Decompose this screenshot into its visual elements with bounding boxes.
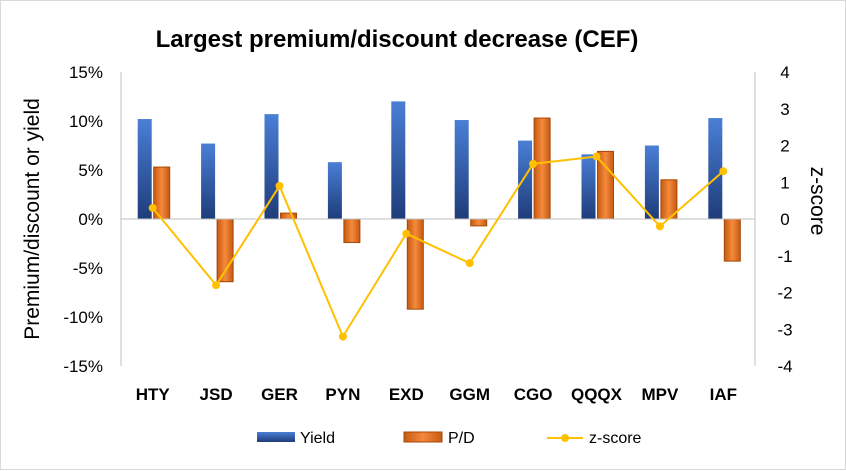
legend: Yield P/D z-score	[257, 430, 642, 447]
x-tick-label: JSD	[200, 385, 233, 404]
point-zscore	[529, 159, 538, 168]
y2-tick-label: -4	[777, 357, 792, 376]
series-line-zscore	[151, 155, 724, 339]
y-tick-label: -5%	[73, 259, 103, 278]
bar-yield	[327, 162, 342, 219]
point-zscore	[275, 181, 284, 190]
y2-tick-label: -3	[777, 320, 792, 339]
bar-yield	[264, 114, 279, 219]
bar-yield	[708, 118, 723, 219]
y-tick-label: 0%	[78, 210, 103, 229]
x-tick-label: EXD	[389, 385, 424, 404]
bar-yield	[518, 140, 533, 219]
y-axis-title: Premium/discount or yield	[21, 98, 44, 340]
y2-axis-title: z-score	[806, 167, 829, 236]
y2-tick-label: -2	[777, 284, 792, 303]
x-tick-label: PYN	[325, 385, 360, 404]
bar-yield	[201, 143, 216, 219]
x-tick-label: MPV	[641, 385, 679, 404]
x-tick-label: HTY	[136, 385, 171, 404]
y-tick-label: 5%	[78, 161, 103, 180]
y-tick-label: -10%	[63, 308, 103, 327]
bar-yield	[581, 154, 596, 219]
legend-swatch-yield	[257, 432, 295, 442]
point-zscore	[592, 152, 601, 161]
y-tick-label: 10%	[69, 112, 103, 131]
x-tick-label: GGM	[449, 385, 490, 404]
legend-swatch-pd	[403, 431, 443, 443]
x-tick-label: CGO	[514, 385, 553, 404]
legend-label-zscore: z-score	[589, 430, 642, 447]
x-tick-label: QQQX	[571, 385, 623, 404]
bar-yield	[137, 119, 152, 219]
y2-tick-label: 1	[780, 173, 789, 192]
y2-tick-label: 2	[780, 137, 789, 156]
chart-title: Largest premium/discount decrease (CEF)	[156, 26, 639, 53]
bar-pd	[470, 218, 488, 227]
bar-pd	[343, 218, 361, 244]
legend-label-yield: Yield	[300, 430, 335, 447]
point-zscore	[212, 281, 221, 290]
point-zscore	[402, 229, 411, 238]
y-tick-label: 15%	[69, 63, 103, 82]
point-zscore	[148, 203, 157, 212]
bar-pd	[533, 117, 551, 220]
legend-label-pd: P/D	[448, 430, 475, 447]
bar-yield	[644, 145, 659, 219]
point-zscore	[465, 259, 474, 268]
point-zscore	[338, 332, 347, 341]
x-tick-label: IAF	[710, 385, 737, 404]
y-tick-label: -15%	[63, 357, 103, 376]
point-zscore	[719, 167, 728, 176]
y2-tick-label: -1	[777, 247, 792, 266]
legend-marker-zscore	[561, 434, 569, 442]
bar-pd	[723, 218, 741, 262]
point-zscore	[655, 222, 664, 231]
bar-yield	[454, 120, 469, 219]
plot-area: 15% 10% 5% 0% -5% -10% -15% 4 3 2 1 0 -1 -2 -3 -4 HTY JSD…	[63, 63, 792, 404]
x-tick-label: GER	[261, 385, 298, 404]
y2-tick-label: 4	[780, 63, 789, 82]
bar-yield	[391, 101, 406, 219]
y2-tick-label: 3	[780, 100, 789, 119]
y2-tick-label: 0	[780, 210, 789, 229]
